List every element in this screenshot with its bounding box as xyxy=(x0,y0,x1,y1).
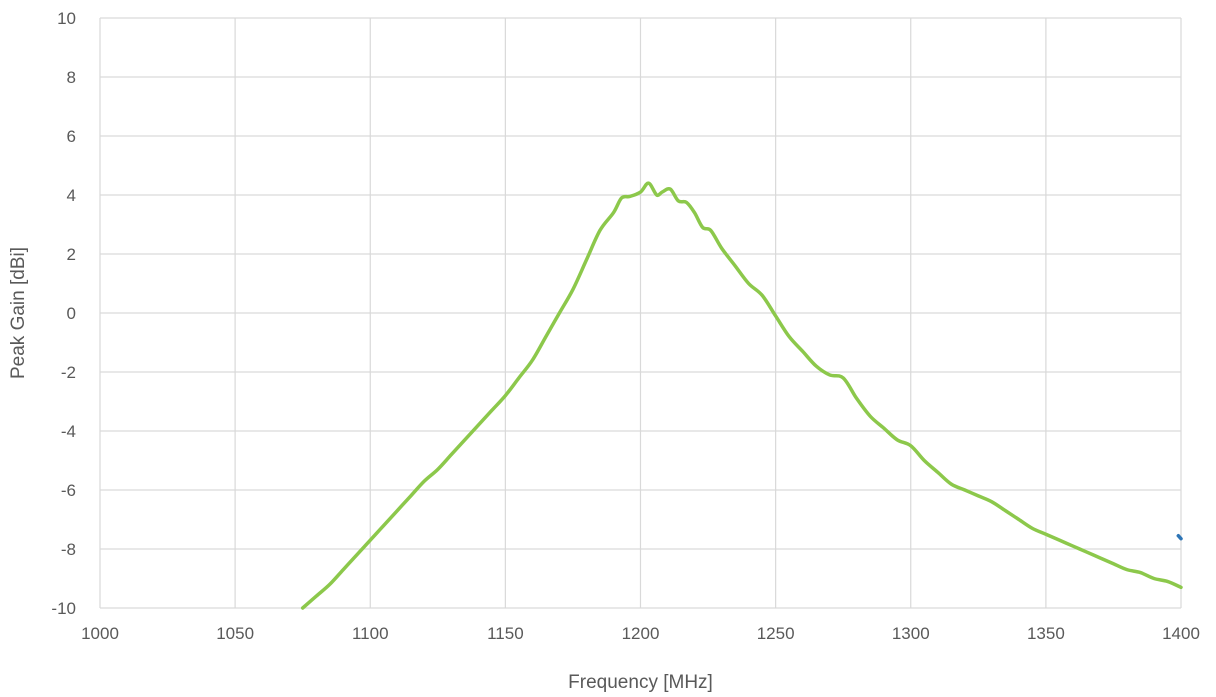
y-tick-label: -4 xyxy=(61,422,76,441)
y-tick-label: 4 xyxy=(67,186,76,205)
x-axis-label: Frequency [MHz] xyxy=(568,672,713,693)
x-tick-labels: 1000 1050 1100 1150 1200 1250 1300 1350 1400 xyxy=(81,624,1200,643)
y-tick-label: 2 xyxy=(67,245,76,264)
x-tick-label: 1350 xyxy=(1027,624,1065,643)
series-line-0 xyxy=(300,181,1183,610)
y-axis-label: Peak Gain [dBi] xyxy=(8,247,29,379)
x-tick-label: 1150 xyxy=(487,624,524,643)
x-tick-label: 1200 xyxy=(622,624,660,643)
x-tick-label: 1300 xyxy=(892,624,930,643)
grid-lines xyxy=(99,17,1182,609)
x-tick-label: 1050 xyxy=(216,624,254,643)
y-tick-label: -2 xyxy=(61,363,76,382)
y-tick-label: -6 xyxy=(61,481,76,500)
series-line-1 xyxy=(1176,533,1183,541)
y-tick-label: -10 xyxy=(51,599,76,618)
y-tick-label: 6 xyxy=(67,127,76,146)
x-tick-label: 1400 xyxy=(1162,624,1200,643)
y-tick-label: 10 xyxy=(57,9,76,28)
y-tick-labels: -10 -8 -6 -4 -2 0 2 4 6 8 10 xyxy=(51,9,76,618)
x-tick-label: 1250 xyxy=(757,624,795,643)
y-tick-label: 8 xyxy=(67,68,76,87)
x-tick-label: 1000 xyxy=(81,624,119,643)
y-tick-label: -8 xyxy=(61,540,76,559)
series-layer xyxy=(300,181,1183,610)
x-tick-label: 1100 xyxy=(352,624,389,643)
y-tick-label: 0 xyxy=(67,304,76,323)
